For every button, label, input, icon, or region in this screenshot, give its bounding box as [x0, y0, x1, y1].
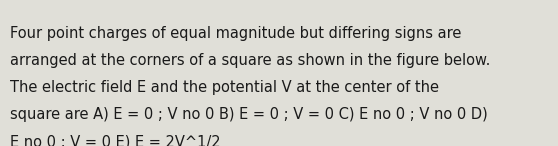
Text: square are A) E = 0 ; V no 0 B) E = 0 ; V = 0 C) E no 0 ; V no 0 D): square are A) E = 0 ; V no 0 B) E = 0 ; …	[10, 107, 488, 122]
Text: The electric field E and the potential V at the center of the: The electric field E and the potential V…	[10, 80, 439, 95]
Text: arranged at the corners of a square as shown in the figure below.: arranged at the corners of a square as s…	[10, 53, 490, 68]
Text: E no 0 ; V = 0 E) E = 2V^1/2: E no 0 ; V = 0 E) E = 2V^1/2	[10, 134, 220, 146]
Text: Four point charges of equal magnitude but differing signs are: Four point charges of equal magnitude bu…	[10, 26, 461, 41]
